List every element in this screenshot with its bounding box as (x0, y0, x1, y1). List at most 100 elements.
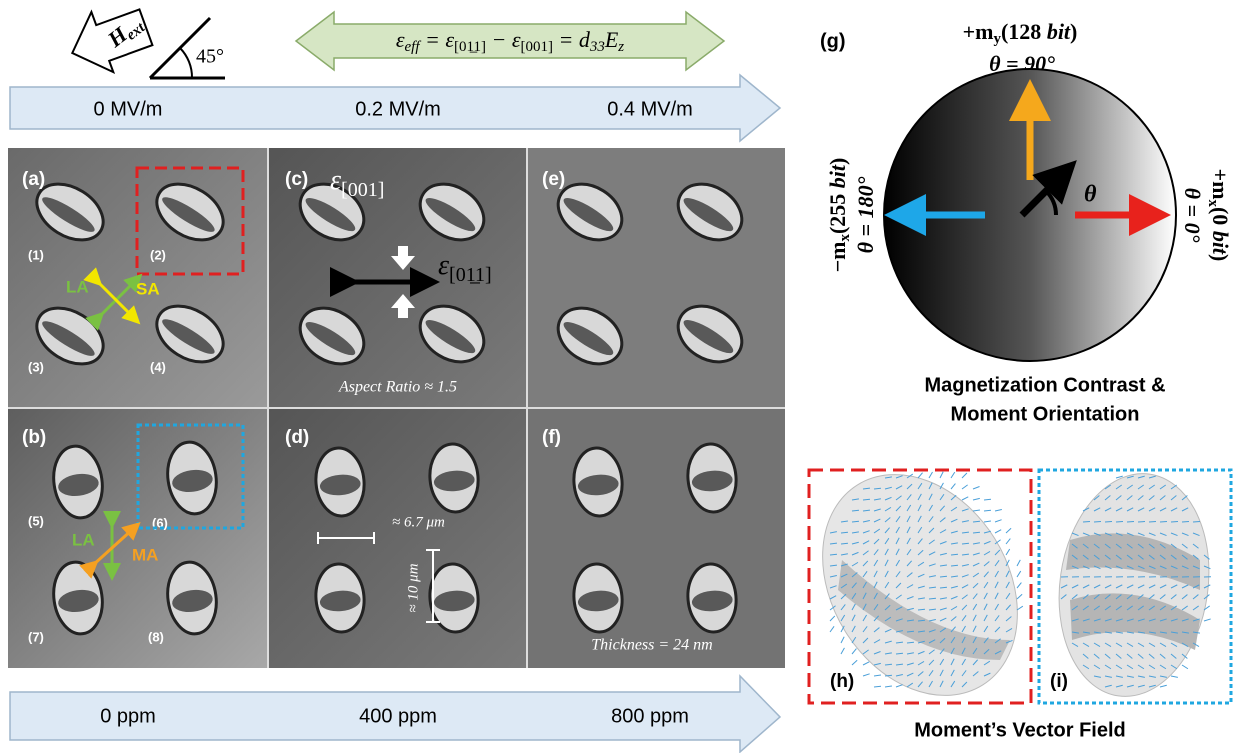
moment-close: ) (1208, 254, 1233, 261)
axis-top: +my(128 bit) (963, 19, 1078, 47)
width-note: ≈ 6.7 μm (392, 514, 445, 530)
vector (940, 472, 943, 478)
panel-label: (b) (22, 427, 46, 448)
equation-sub: [001] (520, 39, 553, 55)
vector (841, 648, 844, 654)
vector (951, 472, 955, 478)
vector (863, 499, 870, 500)
particle-label: (5) (28, 513, 44, 528)
vector (984, 510, 991, 511)
vector (995, 510, 1002, 511)
particle-label: (2) (150, 247, 166, 262)
axis-right: +mx(0 bit) (1205, 169, 1233, 262)
theta: θ (1084, 182, 1097, 208)
vector (863, 674, 870, 676)
panel-label: (c) (285, 169, 308, 190)
axis-label: LA (66, 277, 89, 296)
equation-sub: z (617, 39, 624, 55)
vector (1006, 549, 1010, 555)
equation-sub: [01̲1] (454, 39, 486, 55)
angle-left: θ = 180° (853, 176, 878, 253)
particle-label: (3) (28, 359, 44, 374)
axis-label: LA (72, 530, 95, 549)
vector (962, 497, 968, 500)
vector (1204, 619, 1211, 621)
moment: +m (963, 19, 994, 44)
vector (830, 554, 837, 555)
vector (852, 660, 857, 665)
axis-left: −mx(255 bit) (825, 158, 853, 273)
vector (973, 498, 980, 500)
vector (929, 598, 936, 599)
vector (1017, 560, 1020, 566)
strain-symbol: ε (438, 250, 449, 281)
strain-index: [001] (341, 179, 384, 201)
caption: Moment Orientation (951, 403, 1140, 425)
vector (995, 530, 1001, 533)
vector (852, 649, 856, 654)
vector (962, 473, 967, 478)
vector (830, 626, 834, 632)
vector (951, 484, 955, 489)
strain-label: 800 ppm (611, 705, 689, 727)
angle-label: 45° (196, 46, 224, 68)
vector (973, 521, 980, 522)
panel-label: (g) (820, 30, 846, 52)
moment-close: ) (825, 158, 850, 165)
vector (896, 653, 903, 654)
vector (962, 485, 968, 489)
figure: Hext 45° εeff = ε[01̲1] − ε[001] = d33Ez… (0, 0, 1238, 753)
vector (1160, 685, 1167, 687)
panel-label: (e) (542, 169, 565, 190)
equation-part: − ε (486, 27, 521, 52)
angle-right: θ = 0° (1180, 188, 1205, 243)
field-label: 0 MV/m (94, 98, 163, 120)
panel-label: (h) (830, 671, 854, 692)
vector (841, 532, 848, 533)
moment-bit: (255 (825, 188, 850, 234)
strain-label: 0 ppm (100, 705, 156, 727)
vector (973, 486, 980, 489)
vector (885, 686, 892, 687)
particle-label: (8) (148, 629, 164, 644)
moment-bit: (128 (1001, 19, 1047, 44)
height-note: ≈ 10 μm (405, 563, 421, 612)
vector (1017, 583, 1021, 588)
field-icon: Hext 45° (61, 0, 225, 83)
caption: Magnetization Contrast & (924, 374, 1165, 396)
axis-label: SA (136, 279, 160, 298)
caption: Moment’s Vector Field (914, 719, 1126, 741)
vector (929, 472, 933, 478)
equation-sub: 33 (589, 39, 605, 55)
thickness-note: Thickness = 24 nm (591, 637, 712, 654)
moment: −m (825, 242, 850, 273)
vector (984, 499, 991, 500)
vector (896, 685, 903, 687)
vector (973, 510, 980, 511)
vector (918, 473, 923, 478)
vector (907, 631, 914, 632)
vector (962, 543, 969, 544)
vector (1006, 528, 1011, 533)
moment-unit: bit (1208, 231, 1233, 255)
vector (1017, 594, 1022, 599)
panel-label: (f) (542, 427, 561, 448)
moment-unit: bit (1047, 19, 1071, 44)
vector (1006, 539, 1010, 544)
vector (1182, 665, 1188, 669)
strain-symbol: ε (330, 165, 341, 196)
field-label: 0.2 MV/m (355, 98, 441, 120)
field-label: 0.4 MV/m (607, 98, 693, 120)
particle-label: (1) (28, 247, 44, 262)
vector (863, 662, 869, 665)
strain-label: 400 ppm (359, 705, 437, 727)
panel-label: (a) (22, 169, 45, 190)
aspect-note: Aspect Ratio ≈ 1.5 (338, 379, 457, 396)
vector (1017, 571, 1021, 577)
micrograph-grid (8, 148, 785, 668)
particle-label: (7) (28, 629, 44, 644)
vector (874, 675, 881, 676)
strain-index: [01̲1] (449, 264, 492, 286)
vector (874, 686, 881, 687)
moment: +m (1208, 169, 1233, 200)
